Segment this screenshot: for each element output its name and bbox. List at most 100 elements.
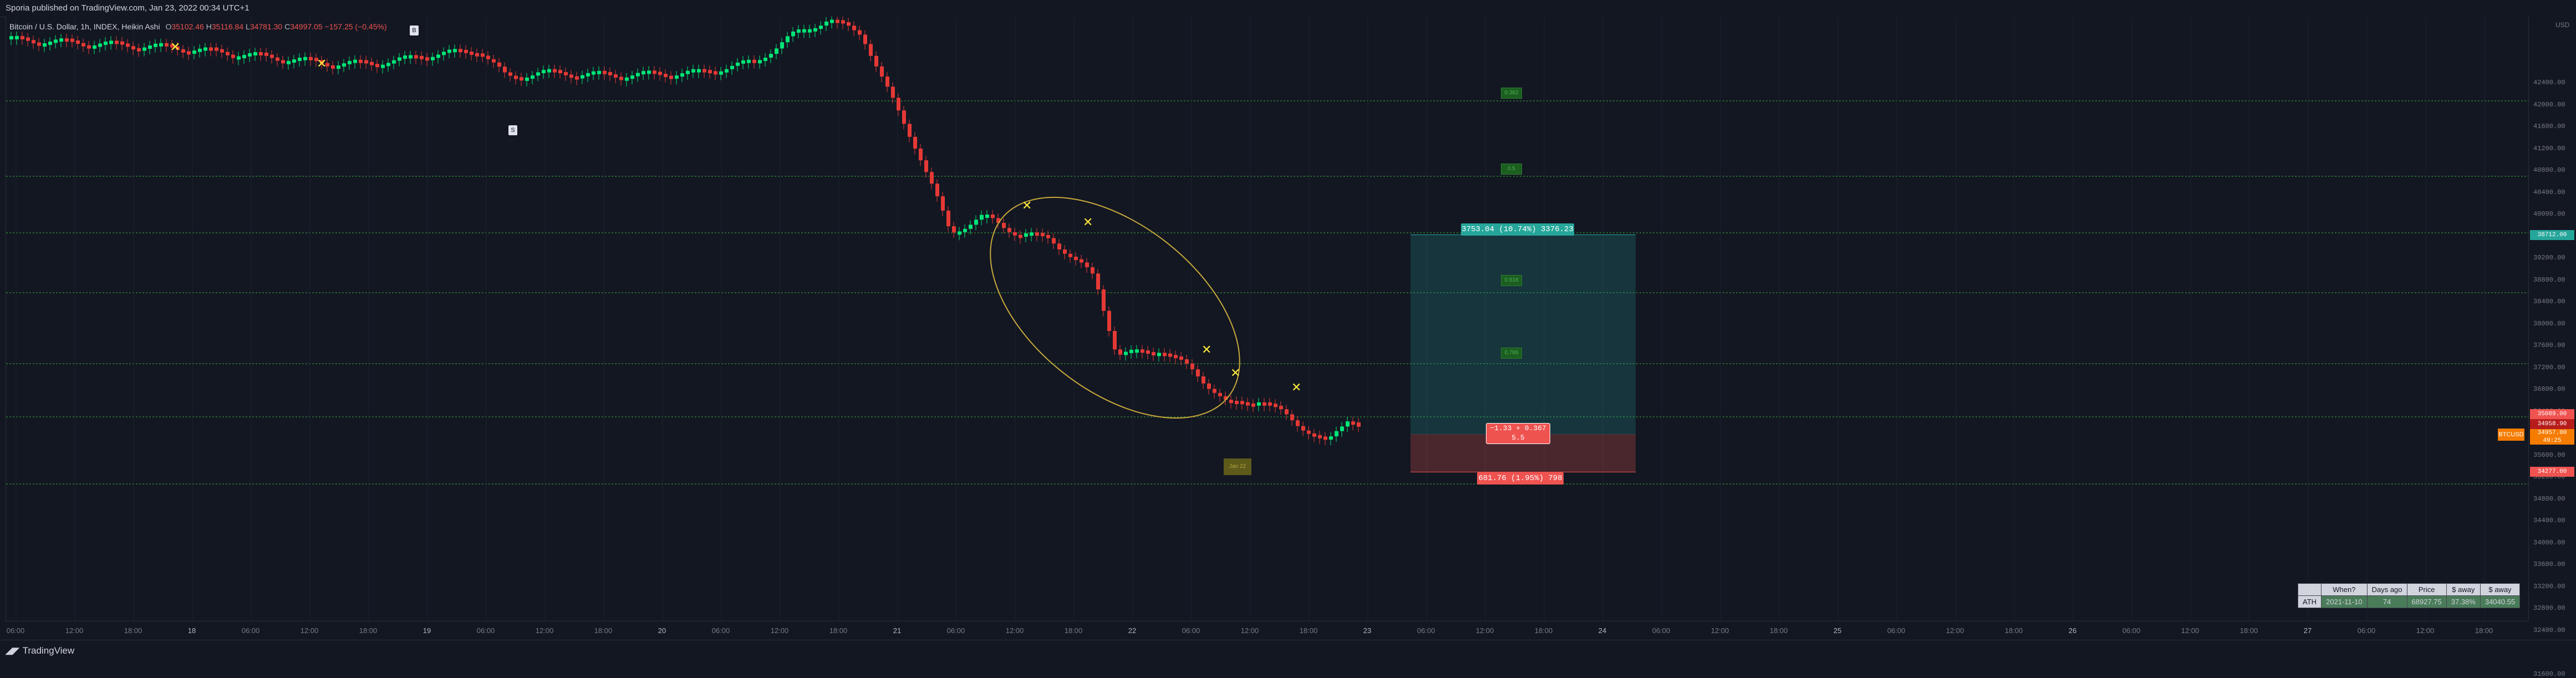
candle-body [43,43,47,47]
candle-body [1196,369,1200,376]
candle-body [420,55,424,59]
time-tick-label: 12:00 [535,626,554,635]
candle-body [625,77,629,81]
candle-body [253,52,257,56]
candle-body [985,215,989,218]
price-chart[interactable]: ✕ ✕ ✕ ✕ ✕ ✕ ✕ [6,17,2529,621]
cross-marker: ✕ [317,57,327,71]
candle-body [769,54,773,58]
candle-body [520,77,523,81]
time-tick-label: 18:00 [829,626,848,635]
table-cell: 2021-11-10 [2321,595,2368,608]
price-tick-label: 41600.00 [2533,123,2565,130]
candle-body [752,59,756,63]
candle-body [775,48,778,54]
candle-body [381,64,385,68]
price-tick-label: 32400.00 [2533,626,2565,634]
chart-pane[interactable]: ✕ ✕ ✕ ✕ ✕ ✕ ✕ Bitcoin / U.S. Dollar, 1h, INDEX… [6,17,2529,621]
time-tick-label: 18:00 [359,626,378,635]
time-scale[interactable]: 06:00 12:00 18:00 18 06:00 12:00 18:00 19 06:00 1… [6,621,2528,640]
buy-flag: B [410,26,419,35]
ellipse-drawing[interactable] [950,154,1280,462]
price-tick-label: 39200.00 [2533,254,2565,262]
candle-body [82,43,85,47]
time-tick-label: 12:00 [2181,626,2200,635]
fib-level-tag: 0.5 [1501,164,1522,175]
candle-body [564,72,568,75]
candle-body [1052,238,1056,244]
candle-body [325,63,329,67]
cross-marker: ✕ [1083,216,1093,230]
time-tick-label: 18:00 [1534,626,1553,635]
candle-body [919,148,923,161]
symbol-name: Bitcoin / U.S. Dollar, 1h, INDEX, Heikin… [9,22,160,31]
candle-body [608,72,612,75]
time-tick-label: 12:00 [1005,626,1024,635]
time-tick-label: 06:00 [1182,626,1200,635]
time-tick-label: 18:00 [1064,626,1083,635]
time-tick-label: 18:00 [124,626,142,635]
candle-body [1002,223,1006,228]
tradingview-logo[interactable]: ◢◤ TradingView [6,645,74,656]
candle-body [1030,232,1034,236]
candle-body [991,215,995,218]
table-header: Days ago [2366,583,2407,596]
candle-body [154,43,157,47]
candle-body [1019,235,1022,238]
candle-body [874,55,878,67]
candle-body [908,124,912,137]
candle-body [880,66,884,77]
candle-body [1085,262,1089,268]
footer-bar: ◢◤ TradingView [0,640,2576,660]
price-tick-label: 35600.00 [2533,451,2565,459]
candle-body [863,34,867,44]
candle-body [630,75,634,79]
candle-body [270,54,274,58]
candle-body [137,48,141,52]
candle-body [719,71,723,75]
candle-body [370,62,374,65]
candle-body [15,35,19,39]
candle-body [1080,259,1083,263]
price-badge: 35089.00 [2530,409,2574,419]
time-tick-label: 23 [1363,626,1372,635]
candle-body [758,60,762,64]
candle-body [603,70,607,74]
price-tick-label: 40400.00 [2533,188,2565,196]
price-tick-label: 34800.00 [2533,495,2565,503]
publish-bar: Sporia published on TradingView.com, Jan… [0,0,2576,17]
candle-body [531,75,534,79]
cross-markers: ✕ ✕ ✕ ✕ ✕ ✕ ✕ [170,40,1301,395]
currency-label[interactable]: USD [2555,21,2570,29]
candle-body [514,75,518,79]
candle-body [320,60,324,64]
candle-body [1074,257,1078,261]
price-tick-label: 31600.00 [2533,670,2565,678]
price-tick-label: 38400.00 [2533,298,2565,305]
candle-body [309,57,313,60]
candle-body [70,38,74,42]
candle-body [59,38,63,42]
table-header: $ away [2446,583,2481,596]
fib-level-tag: 0.618 [1501,275,1522,286]
candle-body [1346,421,1350,427]
candle-body [1274,404,1277,407]
candle-body [786,36,790,43]
candle-body [642,71,645,75]
candle-body [1257,402,1261,406]
position-tool[interactable] [1411,235,1636,494]
price-scale[interactable]: USD 42400.00 42000.00 41600.00 41200.00 4080… [2528,17,2576,678]
candle-body [76,40,80,44]
table-header: $ away [2480,583,2521,596]
candle-body [558,70,562,74]
candle-body [858,30,862,35]
ath-stats-table: When? Days ago Price $ away $ away ATH 2… [2297,583,2521,608]
table-cell: 74 [2366,595,2407,608]
candle-body [791,31,795,37]
cross-marker: ✕ [1291,381,1301,395]
candle-body [176,46,180,50]
candle-body [780,42,784,49]
time-tick-label: 06:00 [241,626,260,635]
candle-body [32,40,35,44]
candle-body [675,75,679,79]
